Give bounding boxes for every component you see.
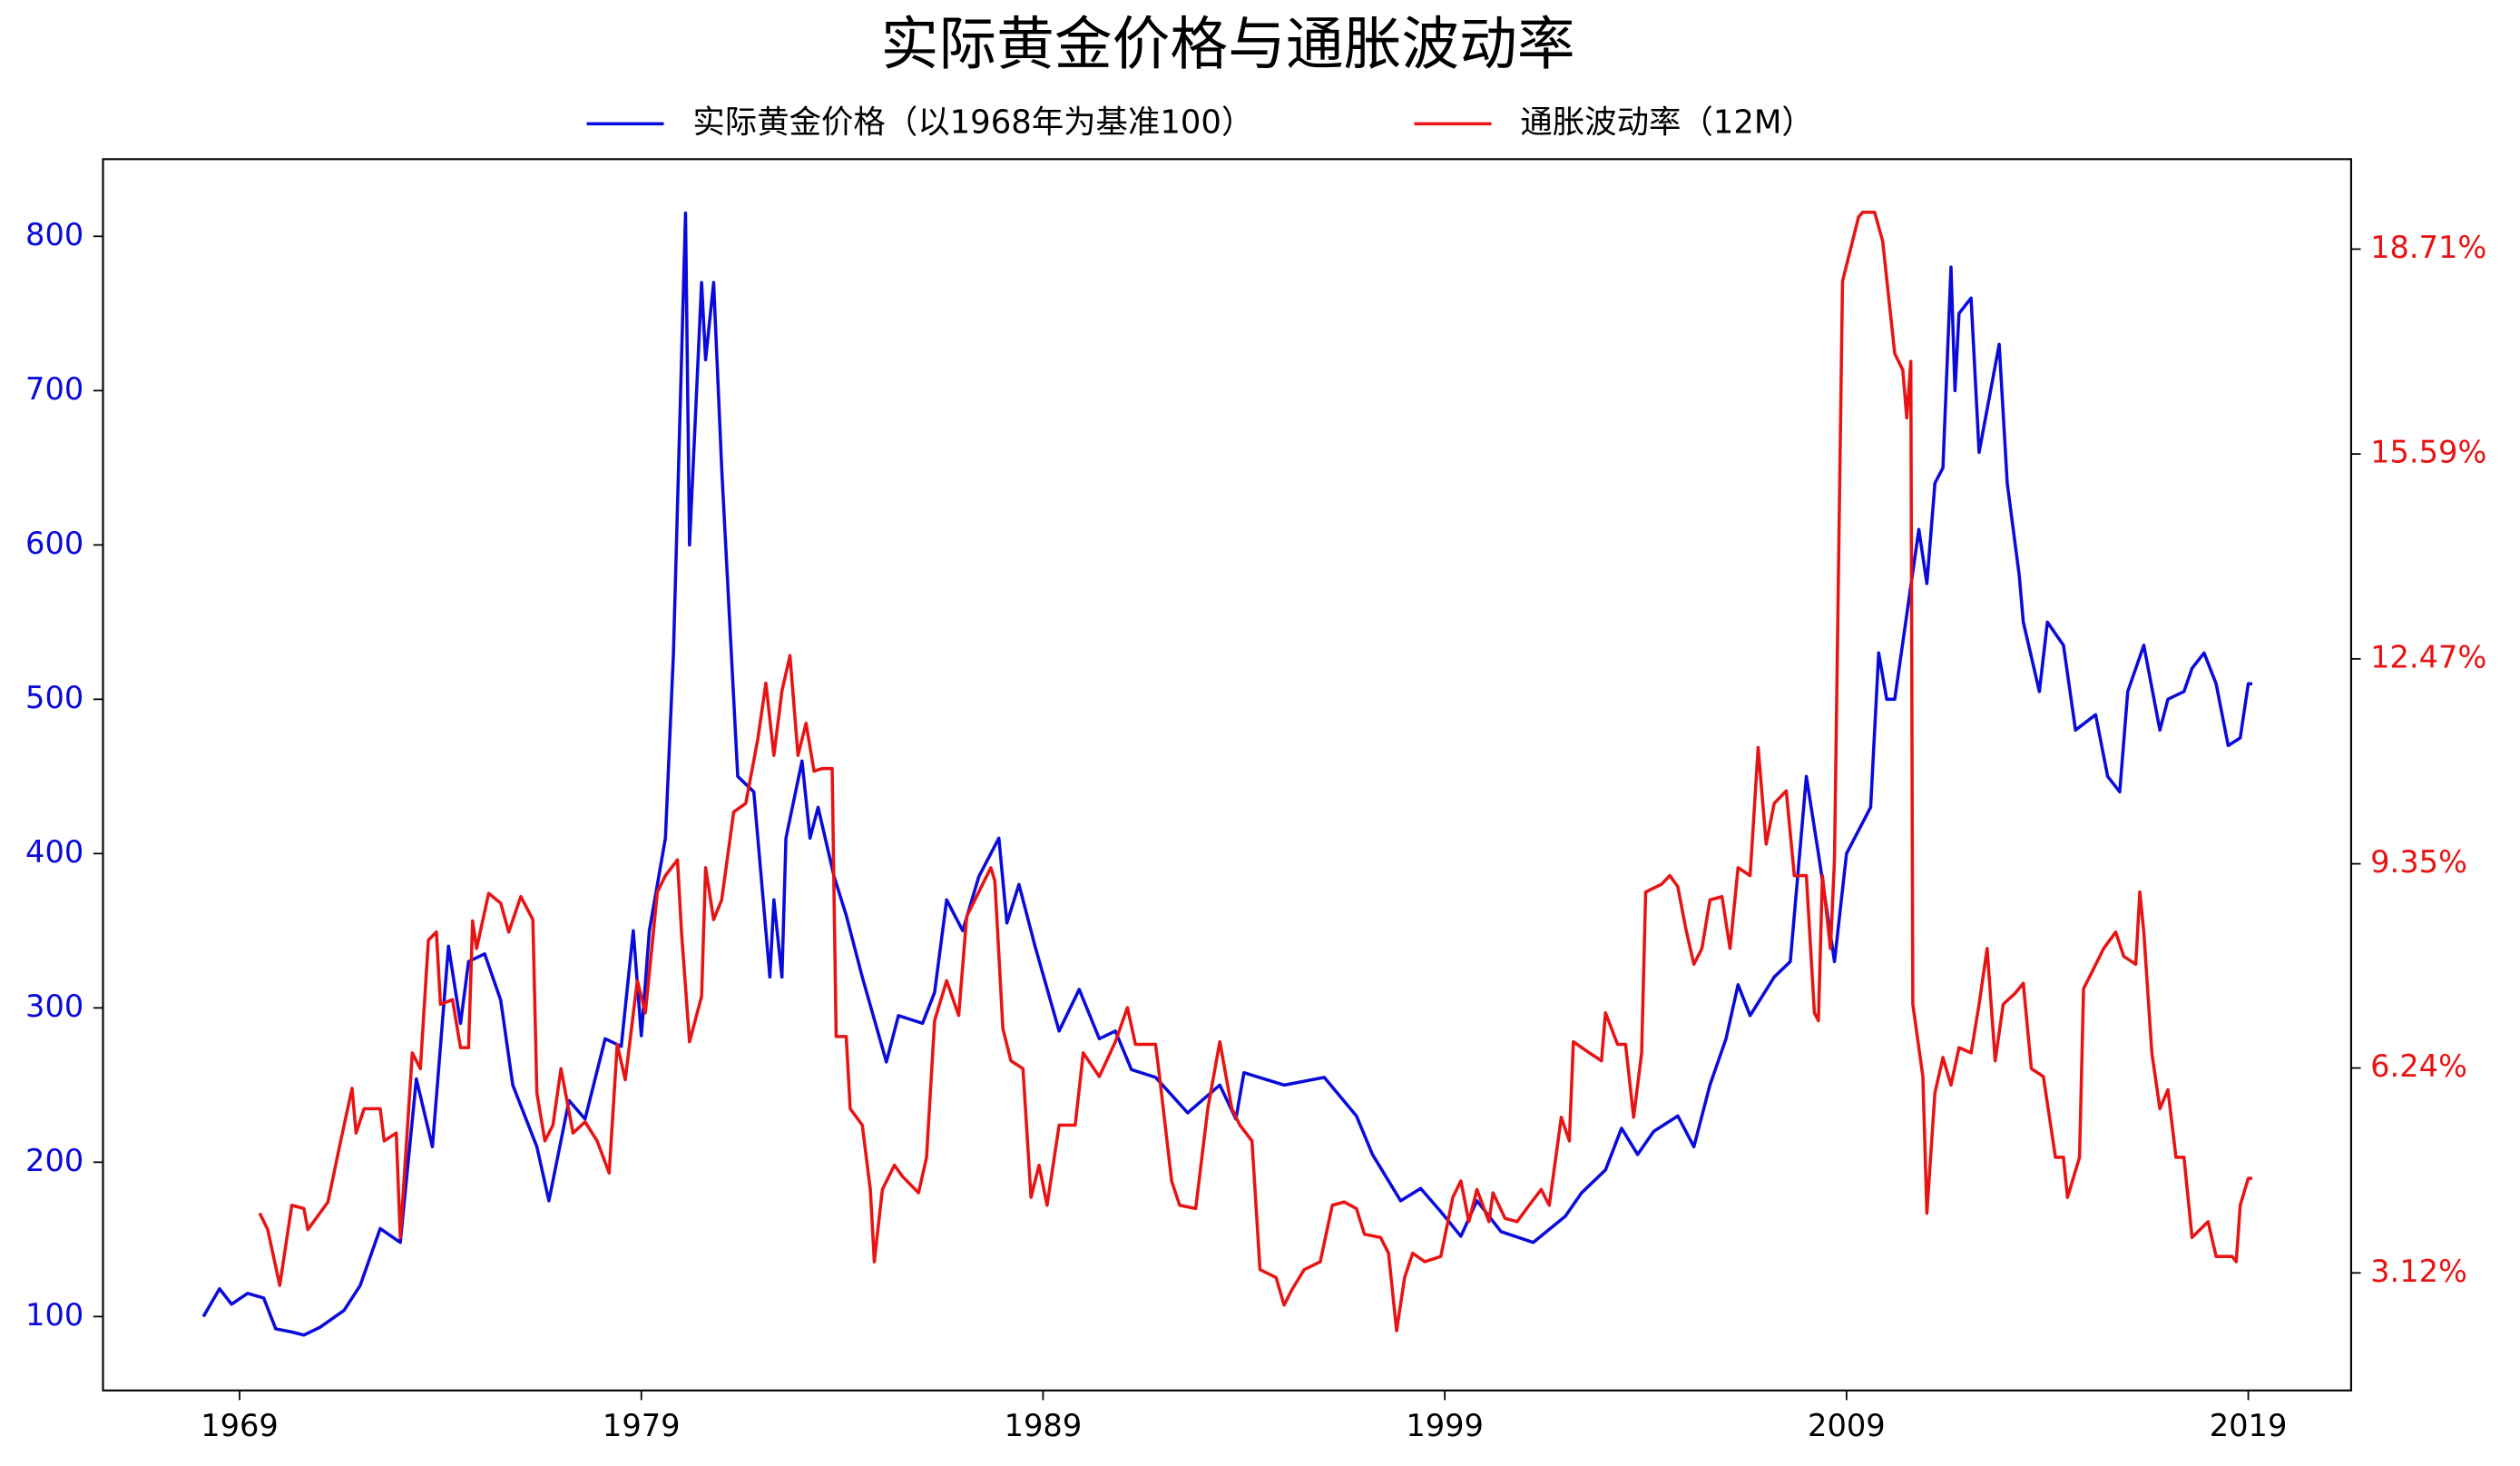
- y-tick-label: 300: [25, 989, 83, 1024]
- y-tick-label: 500: [25, 680, 83, 715]
- y2-tick-label: 9.35%: [2370, 844, 2467, 880]
- x-tick-label: 1999: [1406, 1408, 1484, 1443]
- series-line: [201, 212, 2252, 1337]
- y-tick-label: 200: [25, 1143, 83, 1178]
- y2-tick-label: 6.24%: [2370, 1048, 2467, 1084]
- legend-label: 通胀波动率（12M）: [1520, 103, 1813, 141]
- y2-tick-label: 18.71%: [2370, 230, 2486, 265]
- y2-tick-label: 15.59%: [2370, 435, 2486, 470]
- x-tick-label: 1969: [201, 1408, 279, 1443]
- x-tick-label: 1989: [1005, 1408, 1083, 1443]
- x-tick-label: 1979: [603, 1408, 681, 1443]
- series-line: [258, 211, 2252, 1333]
- x-tick-label: 2019: [2210, 1408, 2288, 1443]
- y2-tick-label: 3.12%: [2370, 1254, 2467, 1289]
- x-tick-label: 2009: [1808, 1408, 1886, 1443]
- plot-frame: [102, 158, 2352, 1392]
- y2-tick-label: 12.47%: [2370, 639, 2486, 674]
- y-tick-label: 800: [25, 217, 83, 252]
- y-tick-label: 700: [25, 371, 83, 407]
- chart-title: 实际黄金价格与通胀波动率: [881, 12, 1575, 79]
- y-tick-label: 600: [25, 526, 83, 561]
- y-tick-label: 100: [25, 1297, 83, 1333]
- legend-label: 实际黄金价格（以1968年为基准100）: [692, 103, 1253, 141]
- y-tick-label: 400: [25, 834, 83, 870]
